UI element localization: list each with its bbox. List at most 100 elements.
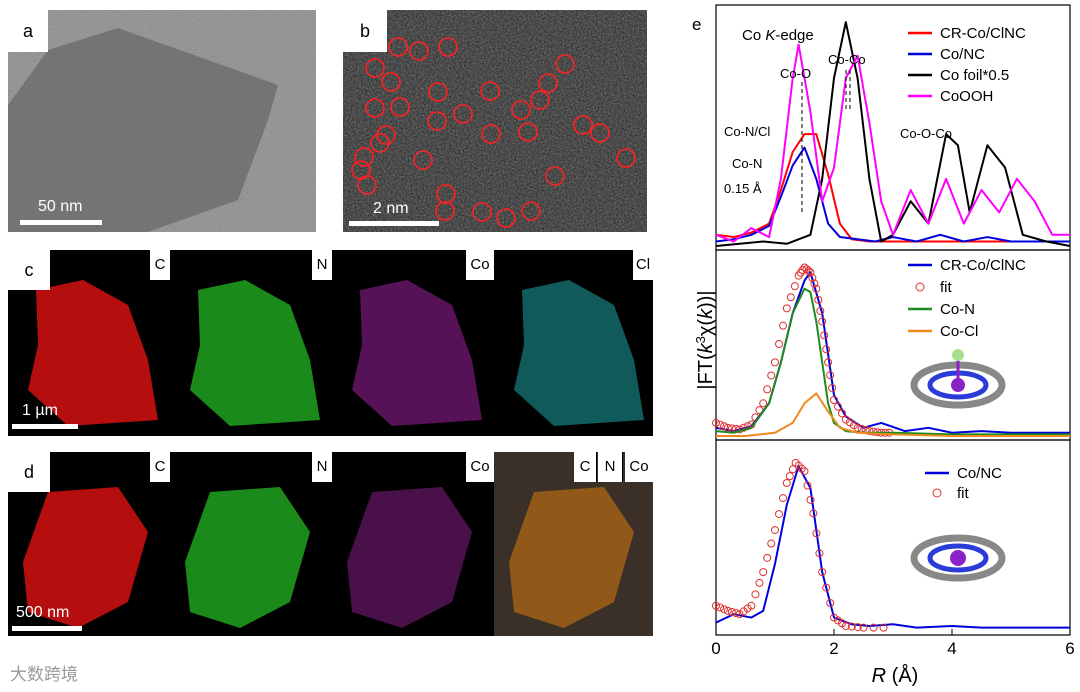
panel-label-c: c — [8, 250, 50, 290]
fit-data-point — [859, 623, 868, 632]
fit-data-point — [800, 467, 809, 476]
atom-highlight-circle — [409, 41, 429, 61]
y-axis-label: |FT(k3χ(k))| — [693, 290, 717, 389]
fit-data-point — [788, 465, 797, 474]
atom-highlight-circle — [365, 98, 385, 118]
fit-data-point — [814, 295, 823, 304]
panel-label-a: a — [8, 10, 48, 52]
series-line-co-nc — [715, 465, 1070, 629]
map-c-cobalt: Co — [332, 250, 494, 436]
atom-highlight-circle — [530, 90, 550, 110]
fit-data-point — [763, 553, 772, 562]
fit-data-point — [720, 605, 729, 614]
fit-data-point — [775, 340, 784, 349]
map-label: Co — [466, 250, 494, 280]
fit-data-point — [759, 568, 768, 577]
scale-bar-d — [12, 626, 82, 631]
fit-data-point — [809, 509, 818, 518]
map-label: C — [150, 452, 170, 482]
fit-data-point — [723, 606, 732, 615]
chart-title: Co K-edge — [742, 27, 814, 44]
fit-data-point — [751, 590, 760, 599]
atom-highlight-circle — [590, 123, 610, 143]
fit-data-point — [830, 396, 838, 404]
atom-highlight-circle — [481, 124, 501, 144]
fit-data-point — [755, 406, 764, 415]
series-line-co-n — [715, 287, 1070, 436]
atom-highlight-circle — [428, 82, 448, 102]
map-label: Cl — [633, 250, 653, 280]
fit-data-point — [806, 495, 815, 504]
fit-data-point — [712, 601, 720, 610]
chart-annotation: Co-O — [780, 66, 811, 81]
map-d-cobalt: Co — [332, 452, 494, 636]
legend-label: Co/NC — [940, 46, 985, 63]
atom-highlight-circle — [480, 81, 500, 101]
atom-highlight-circle — [390, 97, 410, 117]
fit-data-point — [822, 345, 831, 354]
fit-data-point — [735, 610, 744, 619]
fit-data-point — [771, 526, 779, 535]
chart-annotation: Co-O-Co — [900, 126, 952, 141]
x-axis-label: R (Å) — [872, 664, 919, 687]
fit-data-point — [812, 529, 821, 538]
fit-data-point — [803, 481, 812, 490]
atom-highlight-circle — [351, 160, 371, 180]
fit-data-point — [790, 282, 799, 291]
fit-data-point — [731, 609, 740, 618]
scale-text-c: 1 µm — [22, 402, 58, 419]
panel-label-e: e — [692, 15, 701, 34]
watermark: 大数跨境 — [10, 665, 78, 684]
atom-highlight-circle — [511, 100, 531, 120]
panel-a-tem-image: a 50 nm — [8, 10, 316, 232]
fit-data-point — [782, 304, 791, 313]
fit-data-point — [798, 266, 807, 275]
atom-highlight-circle — [616, 148, 636, 168]
scale-text-a: 50 nm — [38, 198, 83, 215]
legend-label: CoOOH — [940, 88, 993, 105]
atom-highlight-circle — [573, 115, 593, 135]
map-label: C — [150, 250, 170, 280]
atom-highlight-circle — [435, 201, 455, 221]
fit-data-point — [759, 399, 768, 408]
legend-label: CR-Co/ClNC — [940, 25, 1026, 42]
fit-data-point — [775, 510, 784, 519]
molecule-structure-icon-2 — [910, 534, 1006, 582]
x-tick-label: 0 — [711, 639, 720, 658]
atom-highlight-circle — [438, 37, 458, 57]
atom-highlight-circle — [453, 104, 473, 124]
tem-image-a — [8, 10, 316, 232]
map-c-nitrogen: N — [170, 250, 332, 436]
map-c-chlorine: Cl — [494, 250, 653, 436]
fit-data-point — [779, 494, 788, 503]
subplot-frame — [715, 249, 1071, 441]
fit-data-point — [865, 427, 874, 436]
fit-data-point — [815, 549, 824, 558]
scale-bar-b — [349, 221, 439, 226]
fit-data-point — [826, 599, 835, 608]
fit-data-point — [853, 623, 862, 632]
atom-highlight-circle — [538, 73, 558, 93]
chart-annotation: 0.15 Å — [724, 181, 762, 196]
fit-data-point — [767, 539, 776, 548]
atom-highlight-circle — [555, 54, 575, 74]
scale-text-b: 2 nm — [373, 200, 409, 217]
legend-label: fit — [940, 279, 953, 296]
panel-d-eds-maps: C N Co C N Co d 500 nm — [8, 452, 653, 636]
map-label: Co — [466, 452, 494, 482]
fit-data-point — [841, 621, 850, 630]
atom-highlight-circle — [370, 133, 390, 153]
fit-data-point — [716, 603, 725, 612]
fit-data-point — [845, 418, 854, 427]
chart-annotation: Co-N — [732, 156, 762, 171]
fit-data-point — [786, 293, 795, 302]
fit-data-point — [747, 601, 756, 610]
fit-data-point — [720, 422, 729, 431]
x-tick-label: 6 — [1065, 639, 1074, 658]
legend-label: CR-Co/ClNC — [940, 257, 1026, 274]
scale-text-d: 500 nm — [16, 604, 70, 621]
fit-data-point — [810, 279, 819, 288]
panel-e-exafs-chart: e |FT(k3χ(k))| CR-Co/ClNC Co/NC Co foil*0.… — [692, 4, 1075, 687]
fit-data-point — [716, 420, 725, 429]
atom-highlight-circle — [381, 72, 401, 92]
